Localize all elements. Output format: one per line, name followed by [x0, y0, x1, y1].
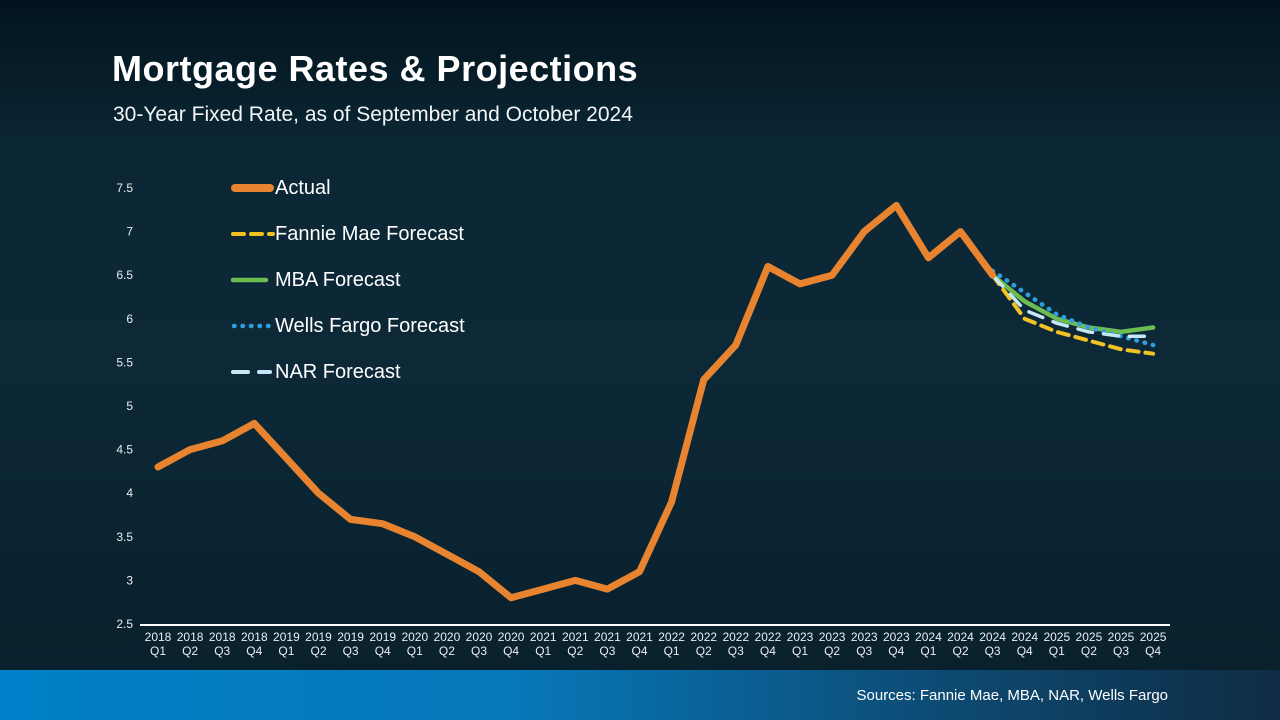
legend-swatch-fannie-mae-icon — [231, 232, 275, 236]
x-tick-label: 2021 Q2 — [562, 630, 589, 658]
legend-label-fannie-mae: Fannie Mae Forecast — [275, 223, 464, 245]
x-tick-label: 2024 Q4 — [1011, 630, 1038, 658]
legend-swatch-mba-icon — [230, 277, 269, 283]
y-tick-label: 4.5 — [116, 443, 133, 457]
footer-bar: Sources: Fannie Mae, MBA, NAR, Wells Far… — [0, 670, 1280, 720]
x-tick-label: 2025 Q1 — [1043, 630, 1070, 658]
x-tick-label: 2019 Q3 — [337, 630, 364, 658]
y-tick-label: 5 — [126, 399, 133, 413]
y-tick-label: 4 — [126, 486, 133, 500]
series-line-mba-forecast — [990, 272, 1156, 335]
x-tick-label: 2023 Q4 — [883, 630, 910, 658]
x-tick-label: 2020 Q2 — [434, 630, 461, 658]
y-tick-label: 6 — [126, 312, 133, 326]
x-tick-label: 2021 Q1 — [530, 630, 557, 658]
x-tick-label: 2025 Q2 — [1076, 630, 1103, 658]
x-tick-label: 2024 Q1 — [915, 630, 942, 658]
x-tick-label: 2023 Q1 — [787, 630, 814, 658]
x-tick-label: 2023 Q3 — [851, 630, 878, 658]
page-subtitle: 30-Year Fixed Rate, as of September and … — [113, 103, 633, 126]
x-tick-label: 2025 Q4 — [1140, 630, 1167, 658]
y-tick-label: 7.5 — [116, 181, 133, 195]
x-tick-label: 2024 Q2 — [947, 630, 974, 658]
series-line-fannie-mae-forecast — [990, 273, 1156, 356]
series-line-nar-forecast — [990, 273, 1155, 338]
legend-label-wells-fargo: Wells Fargo Forecast — [275, 315, 465, 337]
series-line-actual — [154, 201, 997, 602]
x-tick-label: 2020 Q1 — [401, 630, 428, 658]
legend-label-actual: Actual — [275, 177, 331, 199]
legend-swatch-wells-fargo-icon — [231, 323, 275, 329]
legend-swatch-actual-icon — [231, 184, 274, 192]
x-tick-label: 2022 Q3 — [722, 630, 749, 658]
y-tick-label: 6.5 — [116, 268, 133, 282]
x-tick-label: 2025 Q3 — [1108, 630, 1135, 658]
legend-item-mba: MBA Forecast — [230, 257, 465, 303]
chart-legend: Actual Fannie Mae Forecast MBA Forecast … — [230, 165, 465, 395]
y-tick-label: 5.5 — [116, 355, 133, 369]
x-tick-label: 2024 Q3 — [979, 630, 1006, 658]
x-tick-label: 2019 Q1 — [273, 630, 300, 658]
legend-item-actual: Actual — [230, 165, 465, 211]
x-tick-label: 2022 Q1 — [658, 630, 685, 658]
legend-item-nar: NAR Forecast — [230, 349, 465, 395]
y-tick-label: 7 — [126, 225, 133, 239]
x-tick-label: 2022 Q4 — [755, 630, 782, 658]
y-tick-label: 3 — [126, 573, 133, 587]
x-tick-label: 2020 Q4 — [498, 630, 525, 658]
x-tick-label: 2021 Q4 — [626, 630, 653, 658]
x-tick-label: 2019 Q2 — [305, 630, 332, 658]
legend-label-nar: NAR Forecast — [275, 361, 401, 383]
x-tick-label: 2021 Q3 — [594, 630, 621, 658]
legend-item-fannie-mae: Fannie Mae Forecast — [230, 211, 465, 257]
x-tick-label: 2023 Q2 — [819, 630, 846, 658]
x-tick-label: 2018 Q3 — [209, 630, 236, 658]
legend-label-mba: MBA Forecast — [275, 269, 401, 291]
y-tick-label: 2.5 — [116, 617, 133, 631]
series-line-wells-fargo-forecast — [990, 268, 1156, 348]
y-tick-label: 3.5 — [116, 530, 133, 544]
page-title: Mortgage Rates & Projections — [112, 48, 639, 89]
legend-item-wells-fargo: Wells Fargo Forecast — [230, 303, 465, 349]
x-tick-label: 2020 Q3 — [466, 630, 493, 658]
sources-text: Sources: Fannie Mae, MBA, NAR, Wells Far… — [856, 686, 1169, 704]
x-tick-label: 2019 Q4 — [369, 630, 396, 658]
x-tick-label: 2018 Q4 — [241, 630, 268, 658]
x-tick-label: 2018 Q1 — [145, 630, 172, 658]
x-tick-label: 2022 Q2 — [690, 630, 717, 658]
legend-swatch-nar-icon — [231, 370, 272, 374]
x-tick-label: 2018 Q2 — [177, 630, 204, 658]
